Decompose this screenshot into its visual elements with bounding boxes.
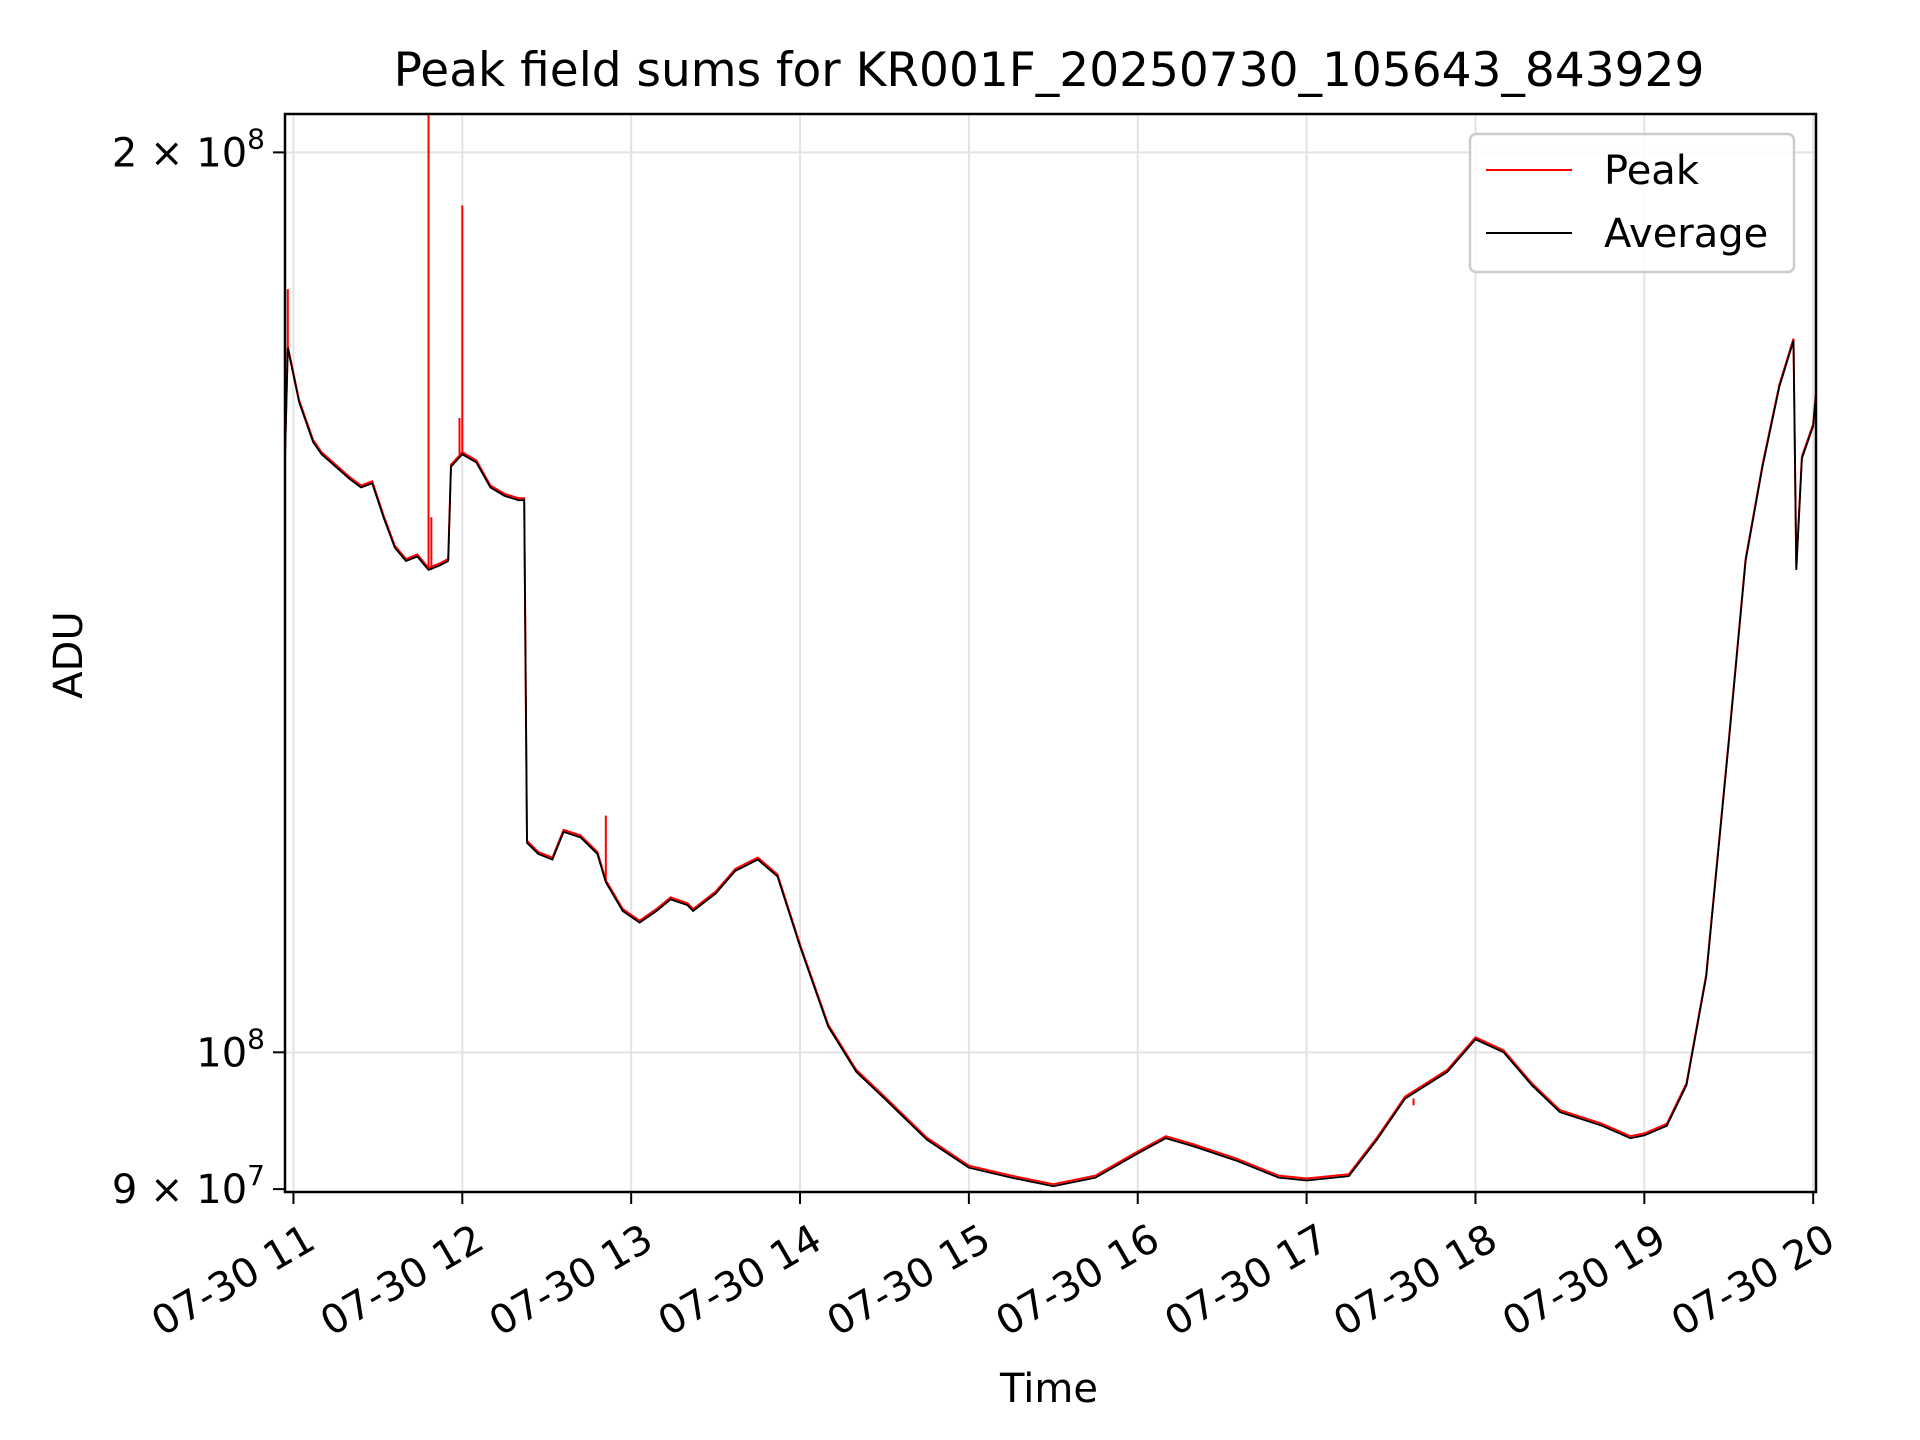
plot-frame bbox=[283, 112, 1818, 1194]
series-line-average bbox=[284, 340, 1817, 1188]
y-tick-label: 2 × 108 bbox=[112, 122, 265, 176]
x-tick-label: 07-30 14 bbox=[651, 1216, 830, 1346]
plot-series bbox=[284, 114, 1817, 1188]
x-tick-label: 07-30 18 bbox=[1326, 1216, 1505, 1346]
x-tick-label: 07-30 17 bbox=[1157, 1216, 1336, 1346]
x-tick-label: 07-30 16 bbox=[988, 1216, 1167, 1346]
x-tick-label: 07-30 11 bbox=[144, 1216, 323, 1346]
chart-title: Peak field sums for KR001F_20250730_1056… bbox=[394, 43, 1705, 98]
x-axis-label: Time bbox=[999, 1366, 1098, 1412]
x-tick-label: 07-30 13 bbox=[482, 1216, 661, 1346]
x-tick-label: 07-30 12 bbox=[313, 1216, 492, 1346]
legend: Peak Average bbox=[1468, 132, 1796, 274]
y-tick-label: 108 bbox=[196, 1022, 265, 1076]
x-tick-label: 07-30 19 bbox=[1495, 1216, 1674, 1346]
grid-lines bbox=[285, 114, 1816, 1192]
legend-box bbox=[1468, 132, 1796, 274]
x-tick-label: 07-30 15 bbox=[820, 1216, 999, 1346]
legend-average-label: Average bbox=[1604, 211, 1768, 257]
series-line-peak bbox=[284, 338, 1817, 1186]
x-tick-label: 07-30 20 bbox=[1664, 1216, 1843, 1346]
y-tick-label: 9 × 107 bbox=[112, 1159, 265, 1213]
legend-peak-label: Peak bbox=[1604, 148, 1700, 194]
y-axis-label: ADU bbox=[46, 611, 92, 698]
